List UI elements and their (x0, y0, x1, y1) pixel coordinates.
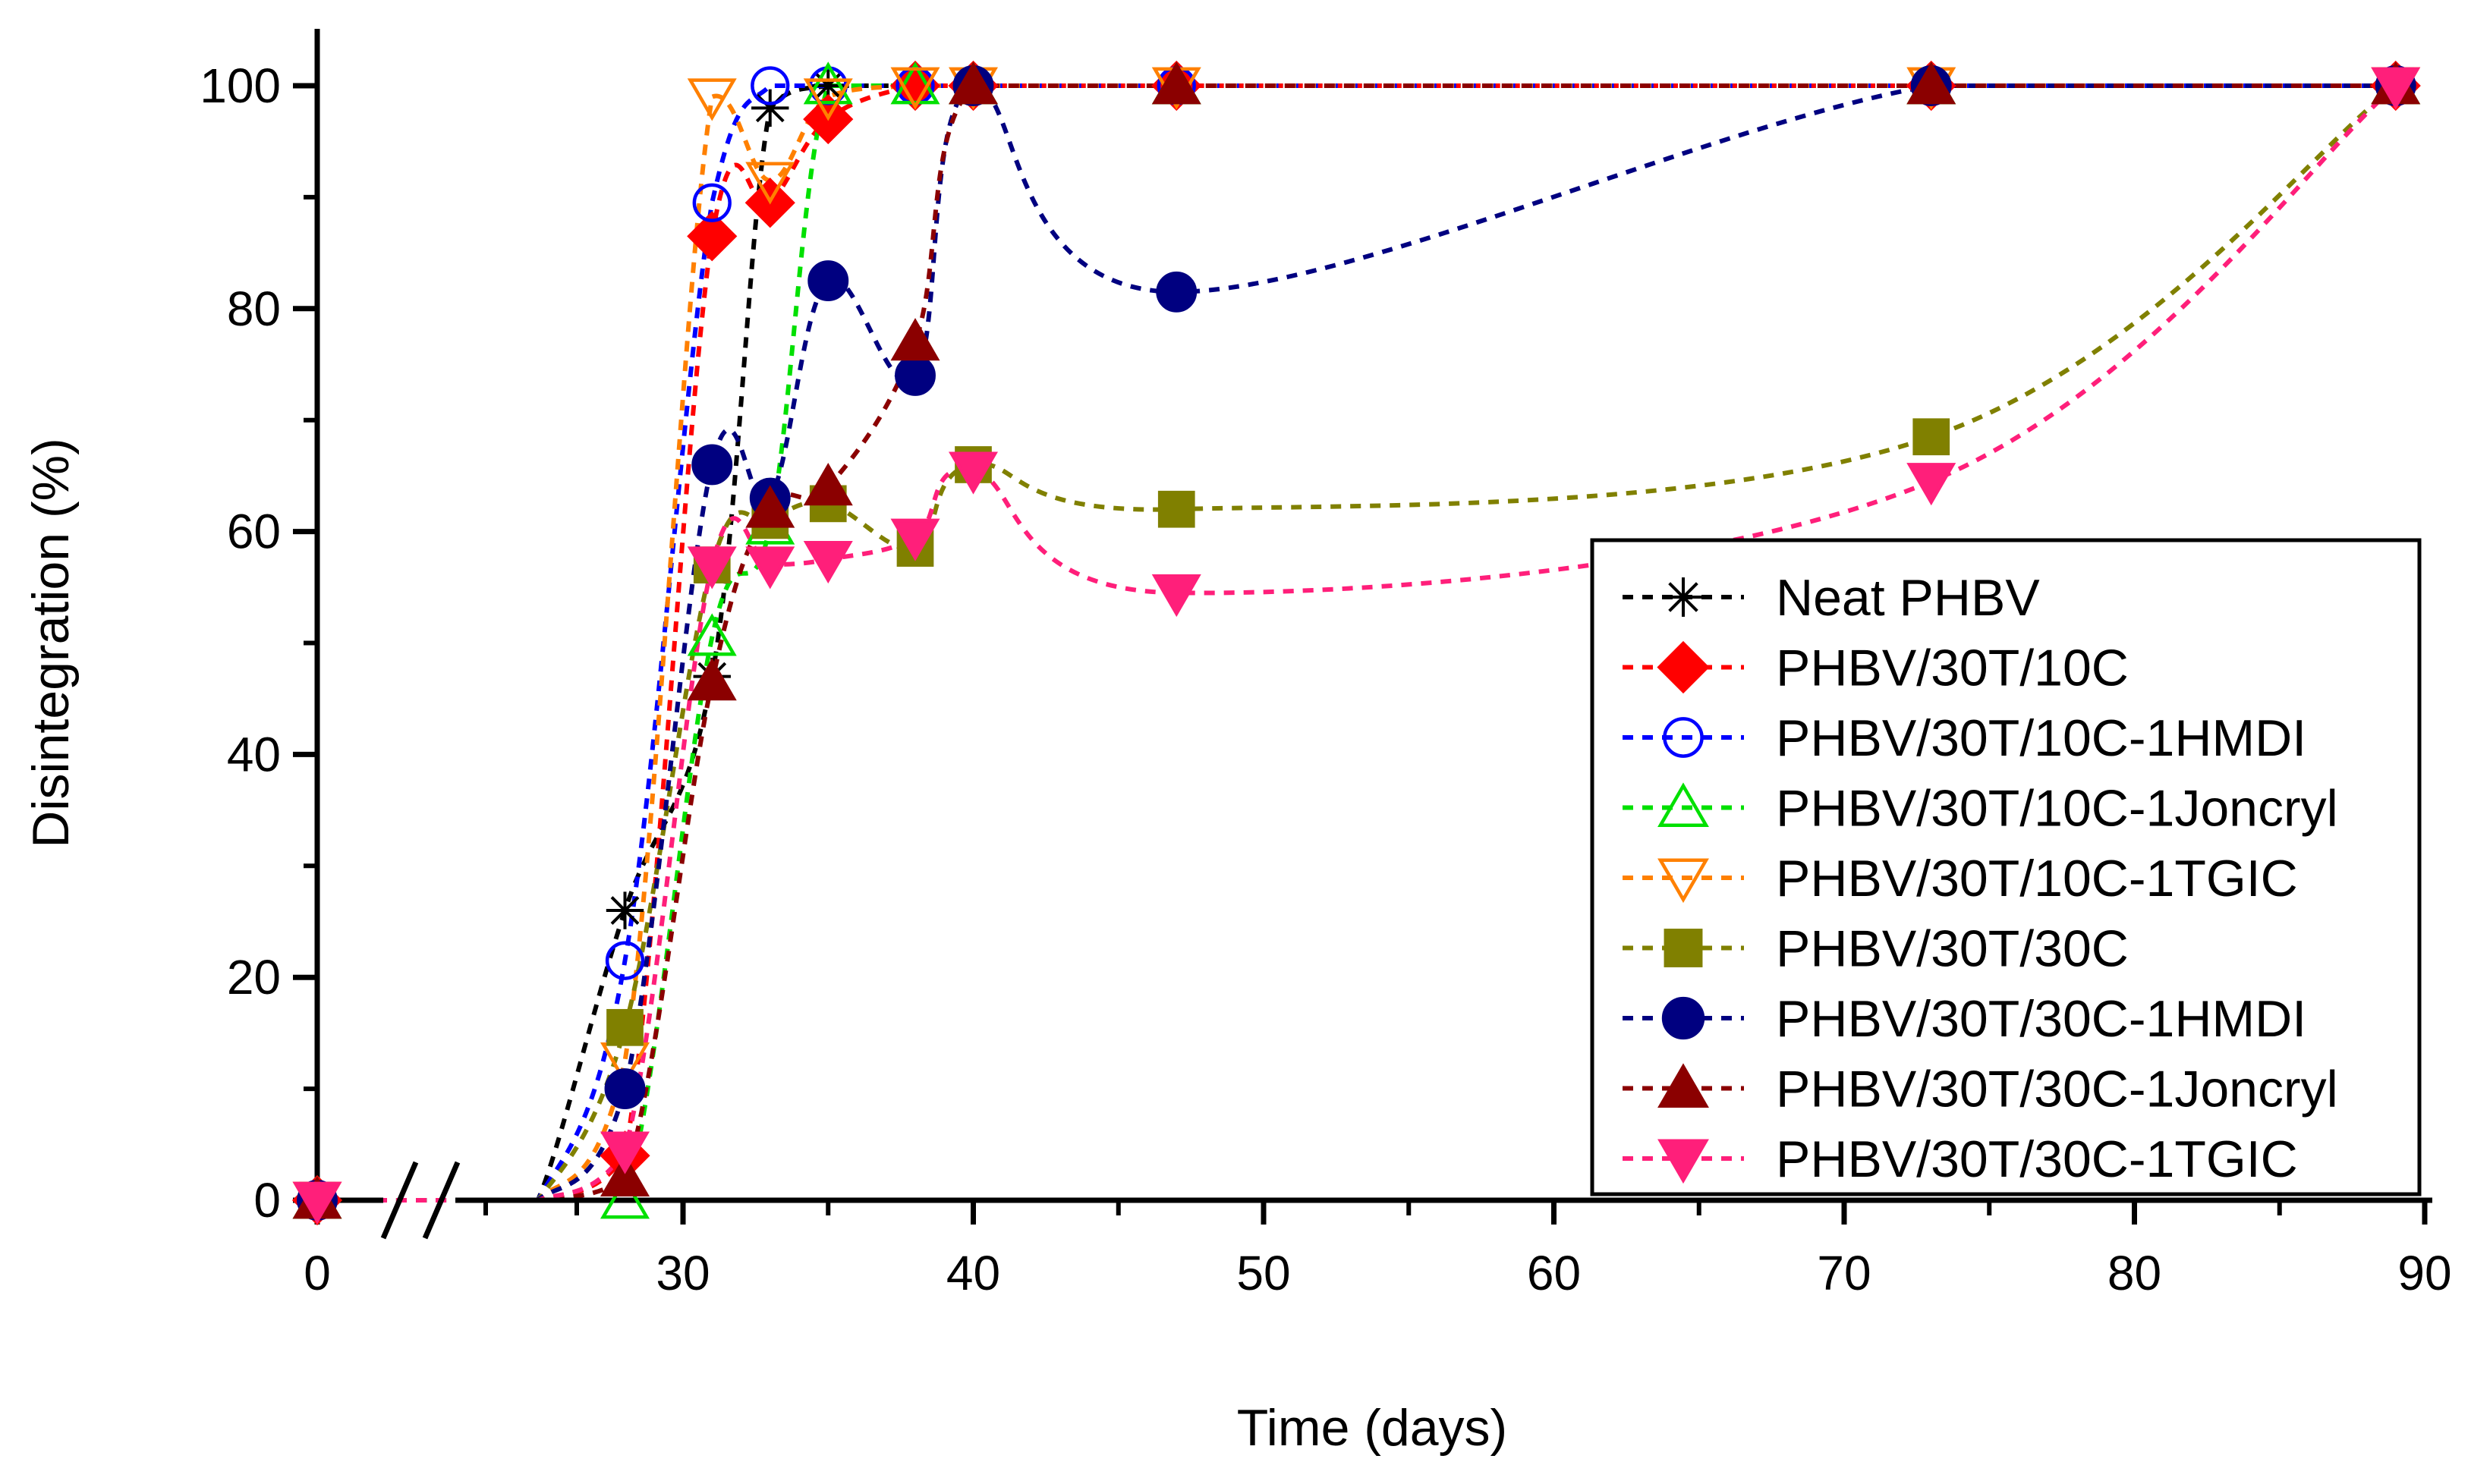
x-tick-label: 80 (2107, 1246, 2161, 1300)
data-point-0-3 (751, 89, 789, 127)
legend-marker-2 (1663, 717, 1704, 758)
legend-label-8: PHBV/30T/30C-1TGIC (1776, 1130, 2298, 1188)
series-curve-5 (316, 83, 2397, 1203)
legend-label-1: PHBV/30T/10C (1776, 640, 2129, 697)
x-tick-label: 30 (656, 1246, 710, 1300)
data-point-2-1 (605, 941, 645, 980)
data-point-7-5 (890, 318, 940, 361)
data-point-4-5 (890, 67, 940, 110)
x-axis-title: Time (days) (1237, 1399, 1507, 1457)
data-point-8-9 (2371, 67, 2421, 110)
data-point-6-1 (604, 1068, 646, 1110)
series-curve-2 (316, 83, 2396, 1203)
data-markers (291, 60, 2421, 1226)
x-tick-label: 70 (1817, 1246, 1871, 1300)
data-point-8-5 (890, 518, 940, 561)
legend-label-6: PHBV/30T/30C-1HMDI (1776, 990, 2306, 1048)
data-point-8-6 (948, 451, 999, 495)
data-point-7-3 (745, 485, 795, 528)
legend-marker-3 (1657, 782, 1709, 827)
data-point-6-5 (895, 354, 936, 396)
y-axis-title: Disintegration (%) (22, 438, 80, 847)
axes: 0 20 40 60 80 100 0 30 40 50 60 70 80 90 Time (days) Di… (22, 29, 2452, 1457)
data-point-7-8 (1906, 61, 1956, 105)
y-tick-label: 60 (227, 505, 281, 559)
legend-marker-4 (1657, 858, 1709, 904)
data-point-4-2 (687, 78, 737, 121)
legend-label-2: PHBV/30T/10C-1HMDI (1776, 709, 2306, 767)
legend-label-3: PHBV/30T/10C-1Joncryl (1776, 780, 2338, 838)
data-point-8-2 (687, 546, 737, 590)
legend-label-7: PHBV/30T/30C-1Joncryl (1776, 1061, 2338, 1118)
x-tick-label: 0 (304, 1246, 331, 1300)
data-point-8-4 (803, 540, 853, 584)
data-point-1-2 (687, 211, 738, 262)
data-point-4-4 (803, 78, 853, 121)
data-point-6-7 (1156, 271, 1198, 313)
data-point-3-5 (890, 61, 940, 105)
data-point-8-8 (1906, 463, 1956, 506)
legend-marker-6 (1661, 996, 1705, 1040)
legend-box (1590, 538, 2422, 1196)
data-point-3-4 (803, 61, 853, 105)
legend-marker-8 (1657, 1139, 1709, 1184)
y-tick-label: 20 (227, 950, 281, 1005)
legend-label-5: PHBV/30T/30C (1776, 920, 2129, 978)
legend-label-0: Neat PHBV (1776, 569, 2040, 627)
y-tick-label: 0 (253, 1173, 281, 1228)
legend-marker-1 (1657, 640, 1710, 694)
x-tick-label: 40 (946, 1246, 1000, 1300)
x-tick-label: 90 (2397, 1246, 2451, 1300)
star-stroke (610, 896, 640, 925)
data-point-8-0 (292, 1181, 342, 1225)
legend-marker-5 (1664, 929, 1703, 967)
data-point-8-3 (745, 546, 795, 590)
data-point-5-1 (606, 1008, 644, 1046)
star-stroke (1668, 582, 1698, 612)
data-point-7-7 (1151, 61, 1201, 105)
data-point-2-3 (751, 66, 790, 105)
data-point-7-2 (687, 658, 737, 701)
data-point-0-1 (606, 891, 644, 929)
axis-break-mark (422, 1161, 461, 1240)
x-tick-label: 60 (1527, 1246, 1581, 1300)
legend-marker-7 (1657, 1063, 1709, 1108)
data-point-5-7 (1157, 490, 1195, 528)
y-tick-label: 40 (227, 727, 281, 781)
data-point-7-6 (948, 61, 999, 105)
data-point-7-4 (803, 463, 853, 506)
data-point-2-2 (692, 183, 732, 222)
series-curve-7 (316, 83, 2396, 1203)
data-point-7-1 (600, 1153, 650, 1196)
data-point-4-3 (745, 162, 795, 205)
legend: Neat PHBV PHBV/30T/10C PHBV/30T/10C-1HMDI P… (1590, 538, 2422, 1196)
data-point-6-4 (807, 260, 849, 302)
data-point-8-7 (1151, 574, 1201, 618)
series-curve-6 (316, 83, 2396, 1203)
axis-break-mark (380, 1161, 419, 1240)
trend-curves (316, 83, 2397, 1203)
x-tick-label: 50 (1236, 1246, 1290, 1300)
data-point-3-2 (687, 613, 737, 656)
y-tick-label: 100 (200, 58, 281, 113)
data-point-8-1 (600, 1131, 650, 1174)
data-point-3-1 (600, 1176, 650, 1219)
data-point-5-8 (1912, 418, 1950, 456)
legend-marker-0 (1664, 577, 1703, 617)
legend-label-4: PHBV/30T/10C-1TGIC (1776, 850, 2298, 907)
y-tick-label: 80 (227, 281, 281, 336)
data-point-6-2 (691, 444, 733, 486)
